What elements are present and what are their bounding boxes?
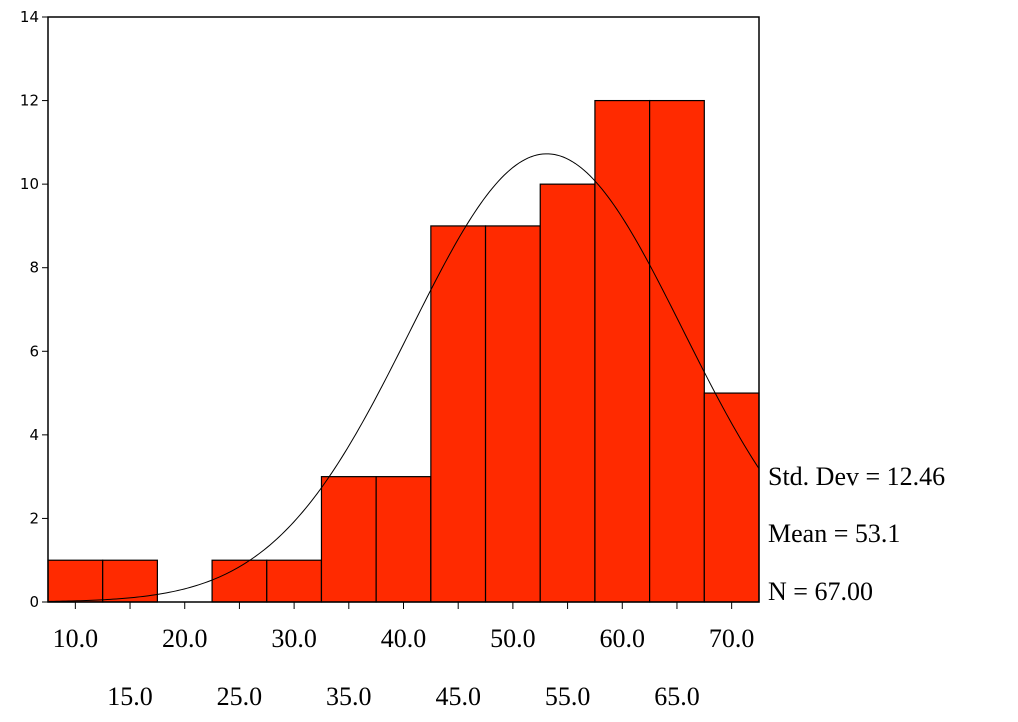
histogram-bar xyxy=(539,183,596,603)
x-tick-label: 65.0 xyxy=(654,682,700,711)
y-tick-label: 10 xyxy=(20,175,39,193)
histogram-bar xyxy=(47,559,104,603)
x-tick-label: 25.0 xyxy=(217,682,263,711)
std-dev-label: Std. Dev = 12.46 xyxy=(768,462,945,491)
histogram-bar xyxy=(594,99,651,603)
histogram-bar xyxy=(484,225,541,603)
x-tick-label: 55.0 xyxy=(545,682,591,711)
x-tick-label: 10.0 xyxy=(53,624,99,653)
x-tick-label: 45.0 xyxy=(435,682,481,711)
normal-curve xyxy=(47,153,760,602)
x-tick-label: 40.0 xyxy=(381,624,427,653)
y-tick-label: 8 xyxy=(29,259,39,277)
y-tick-label: 14 xyxy=(20,8,39,26)
y-tick-label: 12 xyxy=(20,92,39,110)
mean-label: Mean = 53.1 xyxy=(768,519,900,548)
bars-layer xyxy=(47,99,760,603)
histogram-bar xyxy=(703,392,760,603)
y-tick-label: 6 xyxy=(29,342,39,360)
histogram-bar xyxy=(430,225,487,603)
stats-box: Std. Dev = 12.46 Mean = 53.1 N = 67.00 xyxy=(768,462,945,606)
x-tick-label: 60.0 xyxy=(600,624,646,653)
x-tick-label: 35.0 xyxy=(326,682,372,711)
x-tick-label: 20.0 xyxy=(162,624,208,653)
y-axis: 0 2 4 6 8 10 12 14 xyxy=(20,8,48,611)
histogram-bar xyxy=(320,476,377,603)
histogram-bar xyxy=(375,476,432,603)
x-axis: 10.0 20.0 30.0 40.0 50.0 60.0 70.0 15.0 25.0 35.0… xyxy=(53,602,755,711)
histogram-bar xyxy=(649,99,705,603)
y-tick-label: 0 xyxy=(29,593,39,611)
y-tick-label: 2 xyxy=(29,509,39,527)
x-tick-label: 15.0 xyxy=(107,682,153,711)
histogram-bar xyxy=(266,559,323,603)
x-tick-label: 30.0 xyxy=(271,624,317,653)
n-label: N = 67.00 xyxy=(768,577,873,606)
x-tick-label: 70.0 xyxy=(709,624,755,653)
histogram-bar xyxy=(102,559,158,603)
y-tick-label: 4 xyxy=(29,426,39,444)
x-tick-label: 50.0 xyxy=(490,624,536,653)
